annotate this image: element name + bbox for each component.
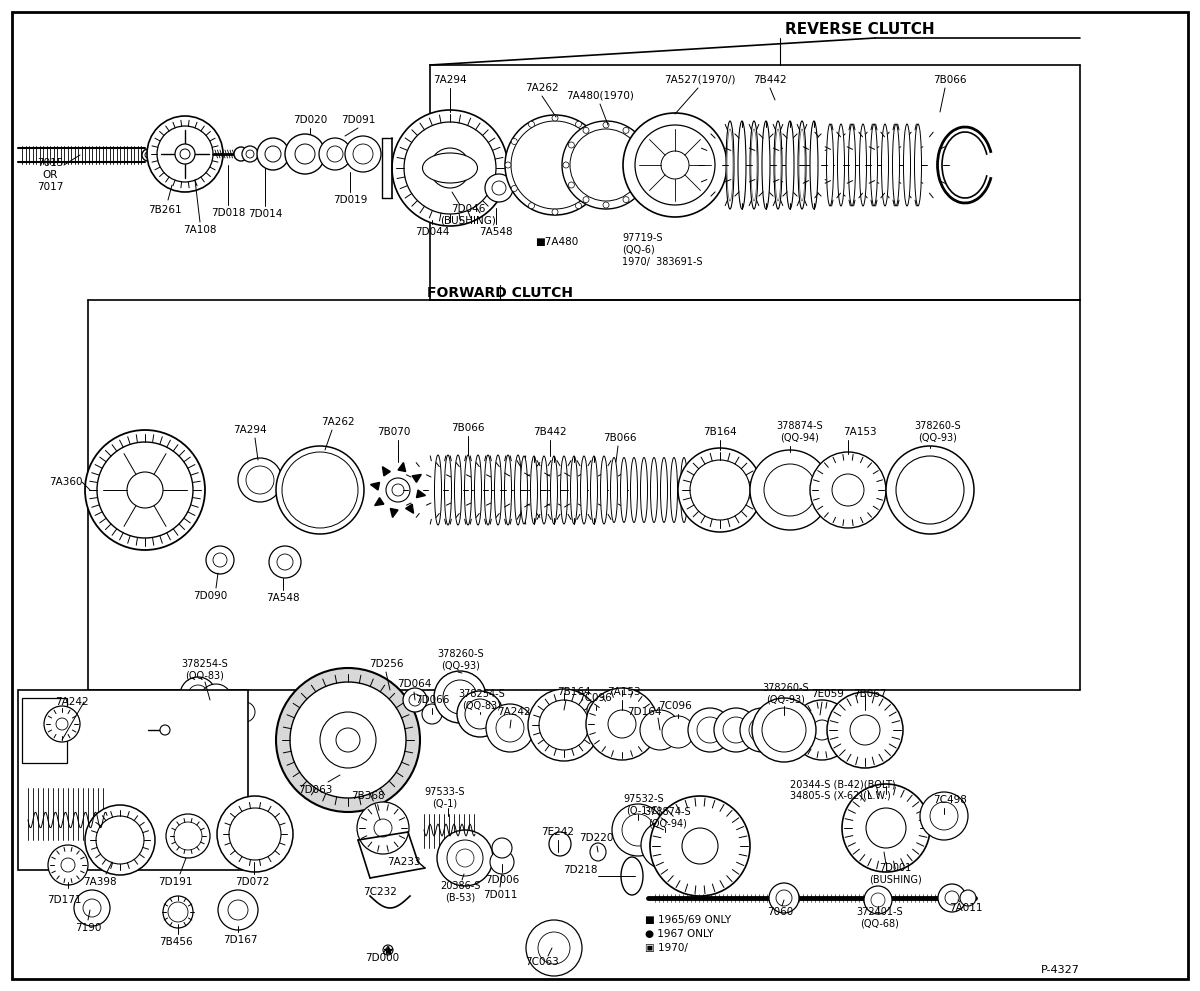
Circle shape	[604, 122, 610, 128]
Circle shape	[208, 692, 224, 708]
Circle shape	[238, 458, 282, 502]
Circle shape	[85, 805, 155, 875]
Ellipse shape	[690, 458, 697, 522]
Text: 7D090: 7D090	[193, 591, 227, 601]
Text: 7B066: 7B066	[451, 423, 485, 433]
Circle shape	[85, 430, 205, 550]
Circle shape	[228, 900, 248, 920]
Circle shape	[641, 821, 689, 869]
Circle shape	[56, 718, 68, 730]
Circle shape	[386, 478, 410, 502]
Text: 7A294: 7A294	[433, 75, 467, 85]
Circle shape	[422, 704, 442, 724]
Ellipse shape	[515, 455, 522, 525]
Ellipse shape	[530, 456, 538, 524]
Circle shape	[358, 802, 409, 854]
Circle shape	[168, 902, 188, 922]
Circle shape	[456, 849, 474, 867]
Text: 7D072: 7D072	[235, 877, 269, 887]
Circle shape	[920, 792, 968, 840]
Circle shape	[576, 203, 582, 209]
Circle shape	[604, 202, 610, 208]
Circle shape	[538, 932, 570, 964]
Ellipse shape	[775, 129, 781, 201]
Circle shape	[157, 126, 214, 182]
Text: 7D171: 7D171	[47, 895, 82, 905]
Text: 7A242: 7A242	[497, 707, 530, 717]
Text: 378874-S
(QQ-94): 378874-S (QQ-94)	[776, 421, 823, 443]
Polygon shape	[390, 508, 398, 517]
Text: 7D019: 7D019	[332, 195, 367, 205]
Circle shape	[511, 139, 517, 145]
Circle shape	[850, 715, 880, 745]
Ellipse shape	[444, 455, 451, 525]
Text: 7A480(1970): 7A480(1970)	[566, 91, 634, 101]
Ellipse shape	[751, 129, 757, 201]
Bar	[18, 690, 248, 870]
Ellipse shape	[587, 701, 604, 719]
Circle shape	[446, 840, 482, 876]
Circle shape	[569, 142, 575, 148]
Text: ■ 1965/69 ONLY: ■ 1965/69 ONLY	[646, 915, 731, 925]
Circle shape	[226, 700, 238, 712]
Ellipse shape	[234, 147, 248, 161]
Circle shape	[552, 115, 558, 121]
Text: 7A242: 7A242	[55, 697, 89, 707]
Circle shape	[374, 819, 392, 837]
Ellipse shape	[660, 458, 667, 522]
Ellipse shape	[882, 124, 888, 206]
Ellipse shape	[798, 121, 806, 209]
Ellipse shape	[464, 455, 472, 525]
Circle shape	[722, 717, 749, 743]
Text: 7D006: 7D006	[485, 875, 520, 885]
Text: 7C232: 7C232	[364, 887, 397, 897]
Circle shape	[612, 804, 664, 856]
Circle shape	[326, 146, 343, 162]
Text: 20386-S
(B-53): 20386-S (B-53)	[440, 881, 480, 903]
Circle shape	[623, 196, 629, 202]
Text: 7B164: 7B164	[557, 687, 590, 697]
Circle shape	[762, 708, 806, 752]
Ellipse shape	[485, 455, 492, 525]
Ellipse shape	[622, 857, 643, 895]
Text: 7B070: 7B070	[377, 427, 410, 437]
Text: 7190: 7190	[74, 923, 101, 933]
Text: 7D191: 7D191	[157, 877, 192, 887]
Circle shape	[678, 448, 762, 532]
Text: 7D018: 7D018	[211, 208, 245, 218]
Circle shape	[866, 808, 906, 848]
Text: 7A262: 7A262	[322, 417, 355, 427]
Text: 7C498: 7C498	[934, 795, 967, 805]
Text: 372401-S
(QQ-68): 372401-S (QQ-68)	[857, 907, 904, 929]
Circle shape	[608, 710, 636, 738]
Circle shape	[208, 733, 228, 753]
Text: 7A011: 7A011	[949, 903, 983, 913]
Circle shape	[492, 838, 512, 858]
Circle shape	[539, 700, 589, 750]
Text: fordification.com: fordification.com	[366, 345, 834, 696]
Text: 7D020: 7D020	[293, 115, 328, 125]
Circle shape	[175, 144, 194, 164]
Circle shape	[246, 466, 274, 494]
Ellipse shape	[750, 121, 758, 209]
Text: 7E059: 7E059	[811, 689, 845, 699]
Circle shape	[48, 845, 88, 885]
Text: 97719-S
(QQ-6)
1970/  383691-S: 97719-S (QQ-6) 1970/ 383691-S	[622, 234, 702, 267]
Circle shape	[511, 121, 599, 209]
Circle shape	[688, 708, 732, 752]
Circle shape	[570, 129, 642, 201]
Circle shape	[160, 725, 170, 735]
Text: 20344-S (B-42)(BOLT)
34805-S (X-62)(L.W.): 20344-S (B-42)(BOLT) 34805-S (X-62)(L.W.…	[790, 779, 895, 801]
Circle shape	[443, 680, 478, 714]
Circle shape	[133, 713, 178, 757]
Text: 7015
OR
7017: 7015 OR 7017	[37, 159, 64, 191]
Circle shape	[392, 484, 404, 496]
Ellipse shape	[494, 455, 502, 525]
Circle shape	[276, 446, 364, 534]
Text: 7C096: 7C096	[658, 701, 692, 711]
Circle shape	[290, 682, 406, 798]
Circle shape	[180, 149, 190, 159]
Circle shape	[562, 121, 650, 209]
Ellipse shape	[590, 843, 606, 861]
Text: 7D000: 7D000	[365, 953, 400, 963]
